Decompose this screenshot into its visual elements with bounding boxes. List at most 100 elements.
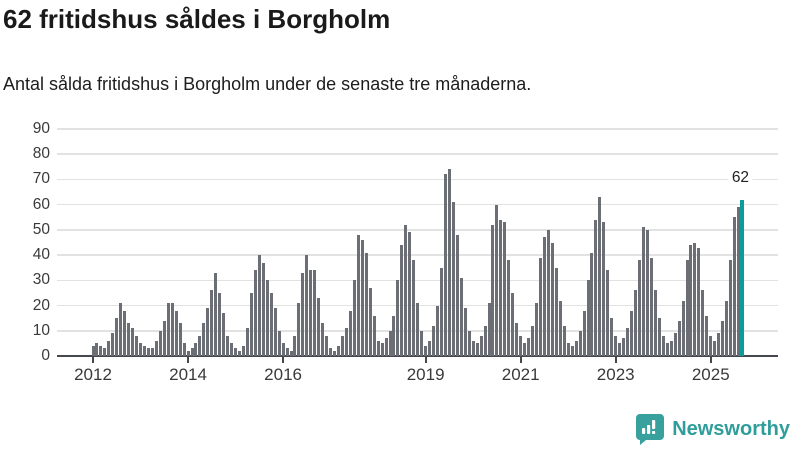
bar (733, 217, 737, 356)
bar (511, 292, 515, 356)
bar (135, 335, 139, 356)
bar (626, 328, 630, 356)
bar (230, 343, 234, 356)
bar (348, 310, 352, 356)
bar (574, 340, 578, 356)
y-gridline (57, 254, 778, 256)
bar (606, 270, 610, 356)
bar (178, 323, 182, 356)
y-axis-tick-label: 20 (32, 296, 50, 314)
bar (154, 340, 158, 356)
bar (222, 313, 226, 356)
bar (344, 328, 348, 356)
bar (202, 323, 206, 356)
bar (277, 330, 281, 356)
bar (503, 222, 507, 356)
bar (610, 318, 614, 356)
bar (546, 229, 550, 356)
y-axis-tick-label: 80 (32, 145, 50, 163)
bar (554, 267, 558, 356)
bar (669, 340, 673, 356)
bar (329, 348, 333, 356)
x-axis-tick-label: 2016 (264, 365, 302, 384)
y-axis-tick-label: 70 (32, 170, 50, 188)
bar (340, 335, 344, 356)
bar (281, 343, 285, 356)
bar (538, 257, 542, 356)
chart-subtitle: Antal sålda fritidshus i Borgholm under … (3, 74, 532, 94)
bar (459, 277, 463, 356)
y-axis-tick-label: 0 (41, 347, 50, 364)
bar (578, 330, 582, 356)
bar (649, 257, 653, 356)
bar (146, 348, 150, 356)
bar (558, 300, 562, 356)
bar (443, 174, 447, 356)
bar (408, 232, 412, 356)
bar (186, 350, 190, 356)
bar (436, 305, 440, 356)
x-axis-tick (282, 357, 285, 363)
bar (677, 320, 681, 356)
bar (467, 330, 471, 356)
x-axis-tick (187, 357, 190, 363)
bar (111, 333, 115, 356)
bar (713, 340, 717, 356)
bar (123, 310, 127, 356)
bar (317, 297, 321, 356)
bar (602, 222, 606, 356)
bar (325, 335, 329, 356)
highlighted-bar (740, 199, 745, 356)
bar (432, 325, 436, 356)
bar (705, 315, 709, 356)
bar (364, 252, 368, 356)
bar (455, 234, 459, 356)
bar (198, 335, 202, 356)
bar (637, 260, 641, 356)
bar (305, 255, 309, 356)
bar (729, 260, 733, 356)
x-axis-tick (519, 357, 522, 363)
bar (515, 323, 519, 356)
bar (412, 260, 416, 356)
bar (337, 345, 341, 356)
newsworthy-speech-bubble-icon (636, 414, 665, 445)
y-axis-tick-label: 30 (32, 271, 50, 289)
bar (174, 310, 178, 356)
bar (416, 303, 420, 356)
bar (645, 229, 649, 356)
bar (226, 335, 230, 356)
bar (396, 280, 400, 356)
bar (673, 333, 677, 356)
bar (269, 292, 273, 356)
bar (665, 343, 669, 356)
bar (392, 315, 396, 356)
newsworthy-logo[interactable]: Newsworthy (635, 413, 790, 445)
bar (562, 325, 566, 356)
bar (297, 303, 301, 356)
bar (206, 308, 210, 356)
bar (194, 343, 198, 356)
x-axis-tick-label: 2014 (169, 365, 207, 384)
bar (736, 207, 740, 356)
bar (483, 325, 487, 356)
bar (190, 348, 194, 356)
bar (158, 330, 162, 356)
bar (499, 219, 503, 356)
bar (170, 303, 174, 356)
y-gridline (57, 279, 778, 282)
bar (681, 300, 685, 356)
bar (614, 335, 618, 356)
last-value-annotation: 62 (728, 168, 753, 187)
x-axis-tick (92, 357, 94, 363)
bar (451, 202, 455, 356)
bar (309, 270, 313, 356)
bar (249, 292, 253, 356)
bar (253, 270, 257, 356)
bar (491, 224, 495, 356)
bar (245, 328, 249, 356)
bar (388, 330, 392, 356)
bar (142, 345, 146, 356)
bar (618, 343, 622, 356)
